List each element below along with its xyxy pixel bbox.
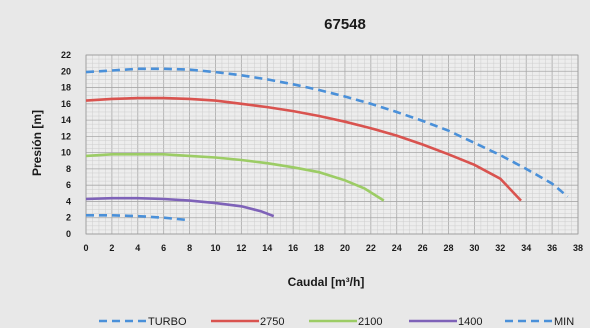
series-line-min [86, 214, 190, 222]
y-tick-label: 0 [66, 229, 71, 239]
series-line-1400 [85, 196, 275, 218]
x-tick-label: 8 [187, 243, 192, 253]
x-tick-label: 20 [340, 243, 350, 253]
series-line-2100 [85, 153, 385, 202]
x-tick-label: 22 [366, 243, 376, 253]
legend: TURBO 2750 2100 1400 MIN [99, 316, 574, 328]
y-tick-label: 8 [66, 164, 71, 174]
y-tick-label: 12 [61, 131, 71, 141]
plot-border [85, 54, 579, 235]
x-tick-label: 16 [288, 243, 298, 253]
x-axis-ticks: 0 2 4 6 8 10 12 14 16 18 20 22 24 26 28 30 32 34 36 38 [83, 243, 583, 253]
y-tick-label: 22 [61, 50, 71, 60]
x-tick-label: 38 [573, 243, 583, 253]
x-tick-label: 26 [418, 243, 428, 253]
x-tick-label: 36 [547, 243, 557, 253]
y-axis-ticks: 0 2 4 6 8 10 12 14 16 18 20 22 [61, 50, 71, 239]
x-tick-label: 28 [444, 243, 454, 253]
y-tick-label: 2 [66, 213, 71, 223]
x-tick-label: 14 [262, 243, 272, 253]
legend-label-min: MIN [554, 316, 574, 328]
x-tick-label: 12 [236, 243, 246, 253]
x-tick-label: 0 [83, 243, 88, 253]
x-tick-label: 34 [521, 243, 531, 253]
legend-label-2750: 2750 [260, 316, 284, 328]
x-tick-label: 30 [469, 243, 479, 253]
x-tick-label: 2 [109, 243, 114, 253]
chart-title: 67548 [324, 16, 366, 33]
x-tick-label: 6 [161, 243, 166, 253]
x-axis-label: Caudal [m³/h] [288, 275, 365, 289]
y-tick-label: 4 [66, 196, 71, 206]
y-tick-label: 20 [61, 66, 71, 76]
series-line-2750 [85, 96, 522, 202]
x-tick-label: 4 [135, 243, 140, 253]
series-lines [85, 67, 569, 222]
legend-label-2100: 2100 [358, 316, 382, 328]
legend-label-turbo: TURBO [148, 316, 187, 328]
x-tick-label: 24 [392, 243, 402, 253]
x-tick-label: 10 [210, 243, 220, 253]
grid [85, 54, 579, 235]
y-axis-label: Presión [m] [30, 110, 44, 176]
x-tick-label: 18 [314, 243, 324, 253]
y-tick-label: 18 [61, 83, 71, 93]
y-tick-label: 10 [61, 148, 71, 158]
legend-label-1400: 1400 [458, 316, 482, 328]
x-tick-label: 32 [495, 243, 505, 253]
y-tick-label: 16 [61, 99, 71, 109]
y-tick-label: 6 [66, 180, 71, 190]
y-tick-label: 14 [61, 115, 71, 125]
series-line-turbo [85, 67, 569, 198]
